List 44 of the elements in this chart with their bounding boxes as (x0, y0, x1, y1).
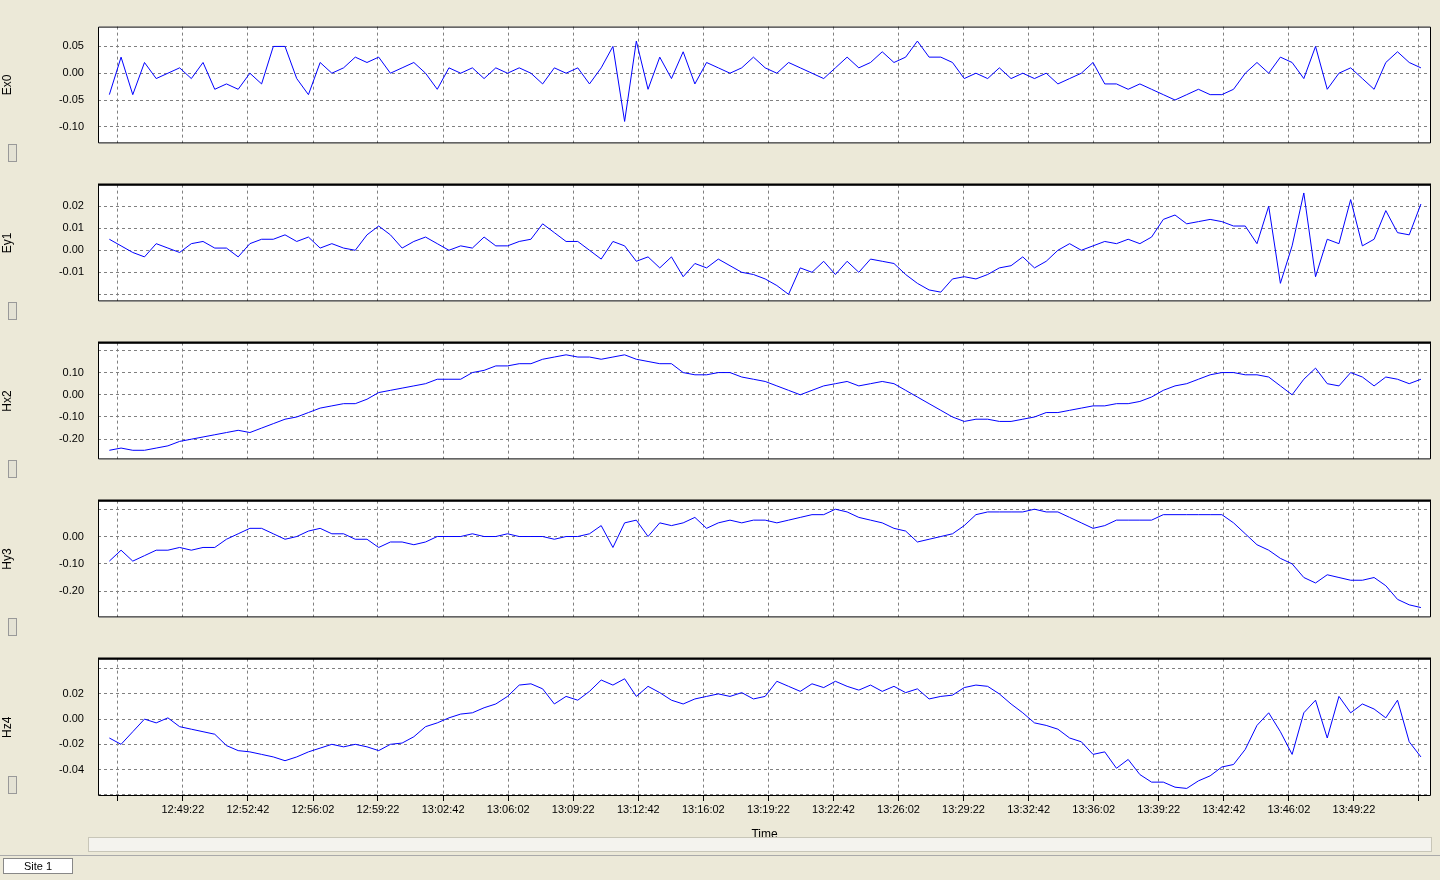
x-tick-label: 12:56:02 (291, 802, 335, 815)
y-tick-label: -0.01 (58, 265, 84, 278)
x-tick-label: 13:02:42 (421, 802, 465, 815)
y-tick-label: -0.04 (58, 762, 84, 775)
y-axis-title: Hy3 (0, 548, 14, 570)
y-tick-label: 0.00 (62, 66, 84, 79)
x-tick-label: 13:26:02 (877, 802, 920, 815)
y-tick-label: -0.02 (58, 737, 84, 750)
y-tick-label: 0.02 (62, 686, 84, 699)
x-tick-label: 13:39:22 (1137, 802, 1181, 815)
y-tick-label: 0.00 (62, 529, 84, 542)
text: Site 1 (3, 858, 74, 874)
x-tick-label: 13:06:02 (486, 802, 530, 815)
y-tick-label: -0.20 (58, 432, 84, 445)
y-axis-title: Ey1 (0, 232, 14, 254)
x-tick-label: 13:16:02 (681, 802, 725, 815)
x-tick-label: 13:19:22 (747, 802, 790, 815)
x-tick-label: 12:59:22 (356, 802, 400, 815)
y-tick-label: 0.05 (62, 39, 84, 52)
y-tick-label: -0.10 (58, 119, 84, 132)
y-tick-label: 0.01 (62, 221, 84, 234)
y-axis-title: Ex0 (0, 74, 14, 96)
x-tick-label: 13:32:42 (1007, 802, 1051, 815)
y-tick-label: 0.00 (62, 712, 84, 725)
x-tick-label: 13:22:42 (812, 802, 855, 815)
y-tick-label: 0.00 (62, 243, 84, 256)
x-tick-label: 13:12:42 (616, 802, 660, 815)
x-tick-label: 13:49:22 (1332, 802, 1376, 815)
x-tick-label: 13:29:22 (942, 802, 985, 815)
x-tick-label: 13:36:02 (1072, 802, 1116, 815)
x-tick-label: 12:52:42 (226, 802, 270, 815)
y-tick-label: -0.10 (58, 410, 84, 423)
x-tick-label: 12:49:22 (161, 802, 205, 815)
y-tick-label: -0.10 (58, 556, 84, 569)
x-tick-label: 13:46:02 (1267, 802, 1311, 815)
x-tick-label: 13:42:42 (1202, 802, 1246, 815)
y-tick-label: 0.02 (62, 199, 84, 212)
y-axis-title: Hx2 (0, 390, 14, 412)
y-axis-title: Hz4 (0, 716, 14, 738)
y-tick-label: 0.00 (62, 387, 84, 400)
y-tick-label: -0.20 (58, 584, 84, 597)
y-tick-label: -0.05 (58, 93, 84, 106)
x-tick-label: 13:09:22 (551, 802, 595, 815)
y-tick-label: 0.10 (62, 365, 84, 378)
